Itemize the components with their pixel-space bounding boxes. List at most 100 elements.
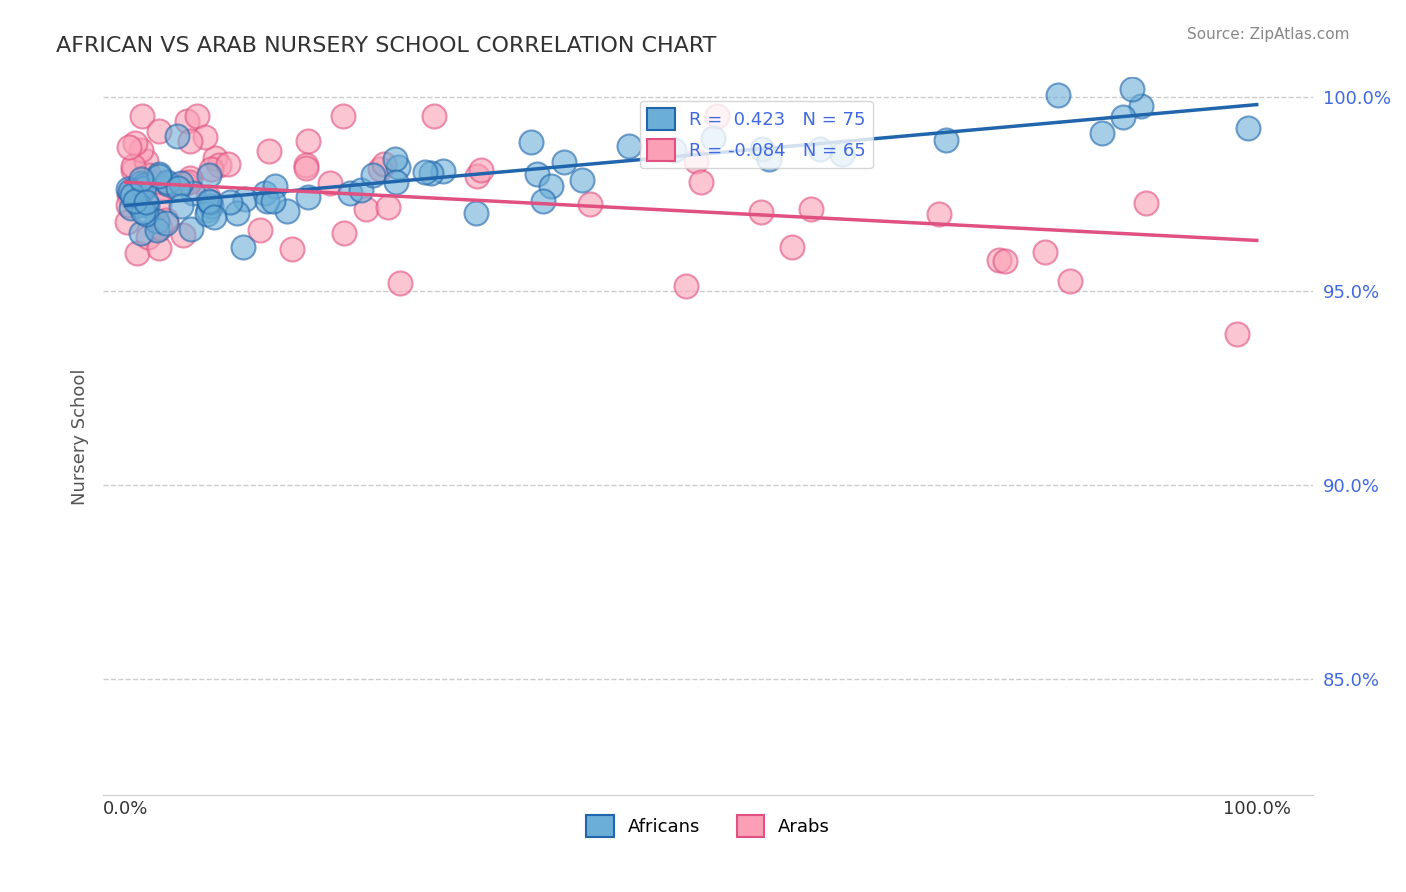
Africans xyxy=(1129,99,1152,113)
Africans xyxy=(156,175,179,189)
Africans xyxy=(197,203,219,218)
Arabs xyxy=(204,151,226,165)
Arabs xyxy=(186,109,208,123)
Arabs xyxy=(294,161,316,175)
Arabs xyxy=(197,190,219,204)
Arabs xyxy=(377,200,399,214)
Africans xyxy=(531,194,554,208)
Africans xyxy=(124,194,146,209)
Africans xyxy=(361,168,384,182)
Africans xyxy=(121,188,143,202)
Arabs xyxy=(800,202,823,216)
Arabs xyxy=(465,169,488,184)
Africans xyxy=(148,169,170,183)
Arabs xyxy=(373,156,395,170)
Africans xyxy=(128,198,150,212)
Africans xyxy=(831,147,853,161)
Africans xyxy=(131,172,153,186)
Arabs xyxy=(295,158,318,172)
Arabs xyxy=(928,207,950,221)
Africans xyxy=(131,205,153,219)
Africans xyxy=(195,206,218,220)
Arabs xyxy=(257,144,280,158)
Africans xyxy=(297,190,319,204)
Africans xyxy=(198,168,221,182)
Africans xyxy=(202,210,225,224)
Arabs xyxy=(249,223,271,237)
Arabs xyxy=(200,161,222,176)
Africans xyxy=(117,182,139,196)
Arabs xyxy=(131,109,153,123)
Arabs xyxy=(172,227,194,242)
Arabs xyxy=(129,143,152,157)
Africans xyxy=(415,165,437,179)
Arabs xyxy=(281,242,304,256)
Arabs xyxy=(174,176,197,190)
Legend: Africans, Arabs: Africans, Arabs xyxy=(579,807,837,844)
Africans xyxy=(118,184,141,198)
Arabs xyxy=(470,163,492,178)
Arabs xyxy=(319,176,342,190)
Africans xyxy=(432,164,454,178)
Africans xyxy=(540,178,562,193)
Africans xyxy=(1046,88,1069,103)
Arabs xyxy=(706,109,728,123)
Y-axis label: Nursery School: Nursery School xyxy=(72,368,89,505)
Africans xyxy=(617,138,640,153)
Africans xyxy=(1121,82,1143,96)
Africans xyxy=(170,198,193,212)
Africans xyxy=(157,178,180,192)
Africans xyxy=(702,131,724,145)
Africans xyxy=(256,194,278,208)
Africans xyxy=(146,213,169,227)
Africans xyxy=(350,183,373,197)
Africans xyxy=(129,176,152,190)
Arabs xyxy=(155,213,177,227)
Africans xyxy=(136,198,159,212)
Africans xyxy=(180,221,202,235)
Arabs xyxy=(138,169,160,183)
Africans xyxy=(339,186,361,200)
Africans xyxy=(198,194,221,209)
Africans xyxy=(132,178,155,192)
Arabs xyxy=(179,134,201,148)
Arabs xyxy=(149,220,172,235)
Arabs xyxy=(145,176,167,190)
Arabs xyxy=(423,109,446,123)
Africans xyxy=(135,194,157,209)
Arabs xyxy=(1033,244,1056,259)
Arabs xyxy=(675,279,697,293)
Arabs xyxy=(780,240,803,254)
Africans xyxy=(155,216,177,230)
Africans xyxy=(120,202,142,216)
Africans xyxy=(808,142,831,156)
Arabs xyxy=(153,180,176,194)
Arabs xyxy=(148,198,170,212)
Africans xyxy=(166,128,188,143)
Arabs xyxy=(208,158,231,172)
Arabs xyxy=(176,113,198,128)
Arabs xyxy=(685,153,707,168)
Arabs xyxy=(118,187,141,202)
Arabs xyxy=(368,161,391,176)
Arabs xyxy=(994,254,1017,268)
Africans xyxy=(465,206,488,220)
Africans xyxy=(758,153,780,167)
Africans xyxy=(232,239,254,253)
Africans xyxy=(200,198,222,212)
Arabs xyxy=(354,202,377,217)
Africans xyxy=(384,152,406,166)
Arabs xyxy=(1059,274,1081,288)
Africans xyxy=(253,186,276,200)
Arabs xyxy=(690,175,713,189)
Africans xyxy=(264,179,287,194)
Arabs xyxy=(136,229,159,244)
Arabs xyxy=(988,253,1011,268)
Africans xyxy=(233,192,256,206)
Africans xyxy=(387,160,409,174)
Arabs xyxy=(333,226,356,240)
Arabs xyxy=(579,197,602,211)
Africans xyxy=(526,168,548,182)
Arabs xyxy=(1135,196,1157,211)
Africans xyxy=(1237,120,1260,135)
